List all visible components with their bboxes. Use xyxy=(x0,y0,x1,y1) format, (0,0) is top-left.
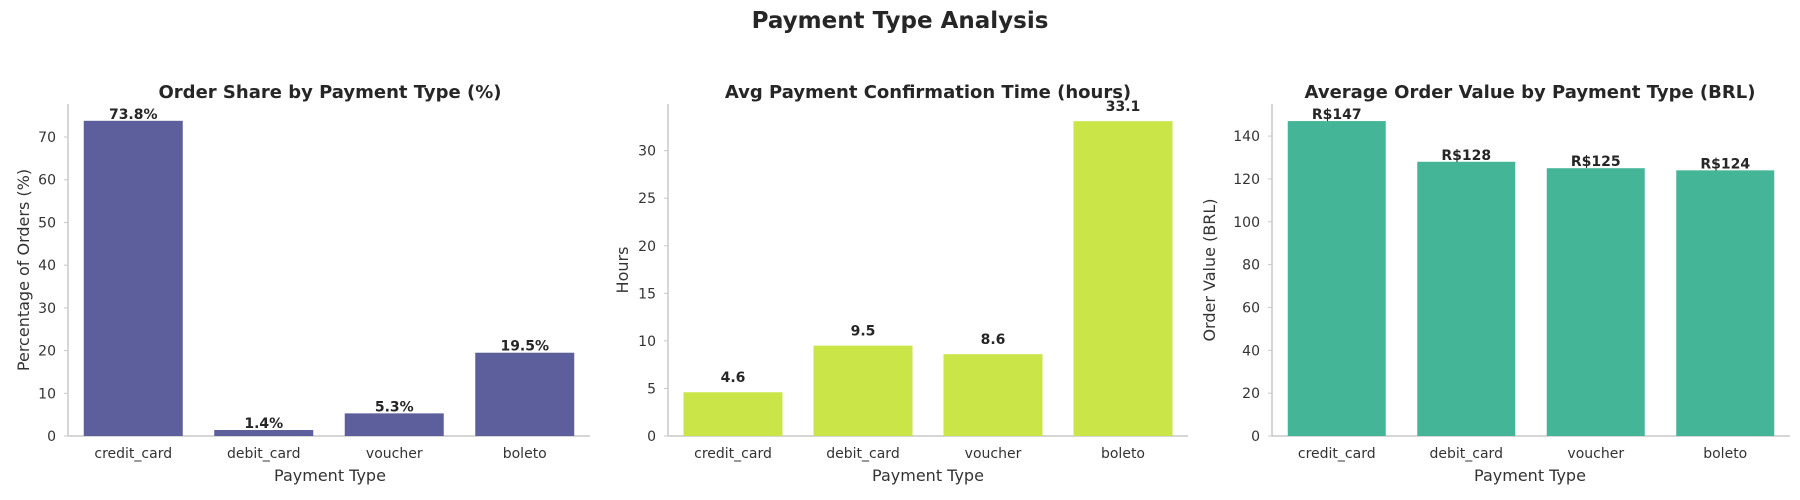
plot-area: 0 5 10 15 20 25 30 4.6 credit_card 9.5 debit_card 8… xyxy=(638,99,1188,462)
x-tick-label: voucher xyxy=(965,446,1022,462)
y-tick-label: 0 xyxy=(647,429,656,445)
bar-voucher xyxy=(344,413,444,436)
bar-boleto xyxy=(1676,170,1775,436)
y-tick-label: 25 xyxy=(638,191,656,207)
x-axis-label: Payment Type xyxy=(1474,466,1586,485)
y-tick-label: 60 xyxy=(38,173,56,189)
bar-voucher xyxy=(943,354,1043,436)
y-tick-label: 10 xyxy=(638,334,656,350)
data-label: 33.1 xyxy=(1106,99,1141,115)
y-tick-label: 120 xyxy=(1233,172,1260,188)
y-tick-label: 20 xyxy=(38,344,56,360)
x-axis-label: Payment Type xyxy=(274,466,386,485)
x-tick-label: voucher xyxy=(366,446,423,462)
y-tick-label: 70 xyxy=(38,130,56,146)
bar-debit-card xyxy=(1417,161,1516,436)
y-tick-label: 30 xyxy=(638,144,656,160)
y-axis-label: Hours xyxy=(613,247,632,294)
bar-debit-card xyxy=(214,430,314,436)
y-tick-label: 140 xyxy=(1233,129,1260,145)
bar-boleto xyxy=(475,352,575,436)
bar-voucher xyxy=(1546,168,1645,436)
x-tick-label: debit_card xyxy=(227,446,300,462)
y-tick-label: 20 xyxy=(1242,386,1260,402)
bar-credit-card xyxy=(83,120,183,436)
y-tick-label: 15 xyxy=(638,286,656,302)
bar-boleto xyxy=(1073,121,1173,436)
x-tick-label: boleto xyxy=(1703,446,1747,462)
data-label: 73.8% xyxy=(109,107,158,123)
y-tick-label: 100 xyxy=(1233,215,1260,231)
x-tick-label: boleto xyxy=(1101,446,1145,462)
x-tick-label: debit_card xyxy=(1430,446,1503,462)
chart-title: Avg Payment Confirmation Time (hours) xyxy=(725,82,1131,103)
x-tick-label: debit_card xyxy=(826,446,899,462)
x-tick-label: voucher xyxy=(1567,446,1624,462)
y-axis-label: Percentage of Orders (%) xyxy=(14,169,33,371)
y-tick-label: 0 xyxy=(1251,429,1260,445)
data-label: 9.5 xyxy=(851,324,876,340)
x-tick-label: credit_card xyxy=(694,446,772,462)
x-tick-label: credit_card xyxy=(1298,446,1376,462)
plot-area: 0 20 40 60 80 100 120 140 R$147 credit_card R$128 d… xyxy=(1233,104,1790,462)
y-tick-label: 5 xyxy=(647,381,656,397)
data-label: R$147 xyxy=(1312,107,1362,123)
bar-debit-card xyxy=(813,345,913,436)
y-tick-label: 80 xyxy=(1242,258,1260,274)
y-tick-label: 60 xyxy=(1242,300,1260,316)
chart-title: Average Order Value by Payment Type (BRL… xyxy=(1305,82,1756,103)
data-label: 1.4% xyxy=(244,416,283,432)
y-tick-label: 20 xyxy=(638,239,656,255)
figure-title: Payment Type Analysis xyxy=(752,8,1049,34)
chart-order-value: Average Order Value by Payment Type (BRL… xyxy=(1200,82,1790,485)
y-tick-label: 40 xyxy=(38,258,56,274)
y-tick-label: 30 xyxy=(38,301,56,317)
x-tick-label: credit_card xyxy=(94,446,172,462)
data-label: 8.6 xyxy=(981,332,1006,348)
x-tick-label: boleto xyxy=(503,446,547,462)
bar-credit-card xyxy=(683,392,783,436)
x-axis-label: Payment Type xyxy=(872,466,984,485)
data-label: 19.5% xyxy=(500,339,549,355)
data-label: R$125 xyxy=(1571,154,1621,170)
data-label: 5.3% xyxy=(375,399,414,415)
plot-area: 0 10 20 30 40 50 60 70 73.8% credit_card 1.4% debit… xyxy=(38,104,590,462)
chart-confirmation-time: Avg Payment Confirmation Time (hours) 0 5… xyxy=(613,82,1188,485)
chart-order-share: Order Share by Payment Type (%) 0 10 20 30 4… xyxy=(14,82,590,485)
y-tick-label: 50 xyxy=(38,215,56,231)
y-tick-label: 10 xyxy=(38,386,56,402)
data-label: R$124 xyxy=(1700,156,1750,172)
chart-title: Order Share by Payment Type (%) xyxy=(159,82,502,103)
y-axis-label: Order Value (BRL) xyxy=(1200,198,1219,341)
y-tick-label: 0 xyxy=(47,429,56,445)
y-tick-label: 40 xyxy=(1242,343,1260,359)
data-label: R$128 xyxy=(1441,148,1491,164)
data-label: 4.6 xyxy=(721,370,746,386)
bar-credit-card xyxy=(1287,121,1386,436)
